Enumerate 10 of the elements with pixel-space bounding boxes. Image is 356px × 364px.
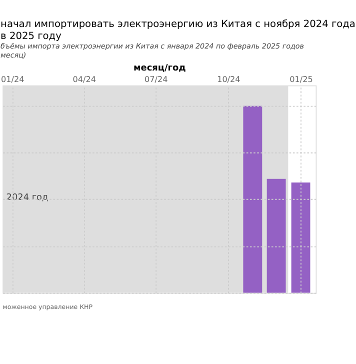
- text: месяц): [0, 50, 26, 60]
- x-axis-title: месяц/год: [134, 64, 186, 74]
- x-tick-label: 10/24: [217, 75, 240, 84]
- x-tick-label: 01/24: [0, 75, 24, 84]
- text: начал импортировать электроэнергию из Китая с ноября 2024 года: [0, 19, 356, 30]
- text: бъёмы импорта электроэнергии из Китая с января 2024 по февраль 2025 годов: [0, 42, 304, 51]
- x-tick-label: 01/25: [290, 75, 313, 84]
- x-tick-label: 07/24: [144, 75, 168, 84]
- x-tick-label: 04/24: [72, 75, 96, 84]
- text: в 2025 году: [0, 30, 62, 42]
